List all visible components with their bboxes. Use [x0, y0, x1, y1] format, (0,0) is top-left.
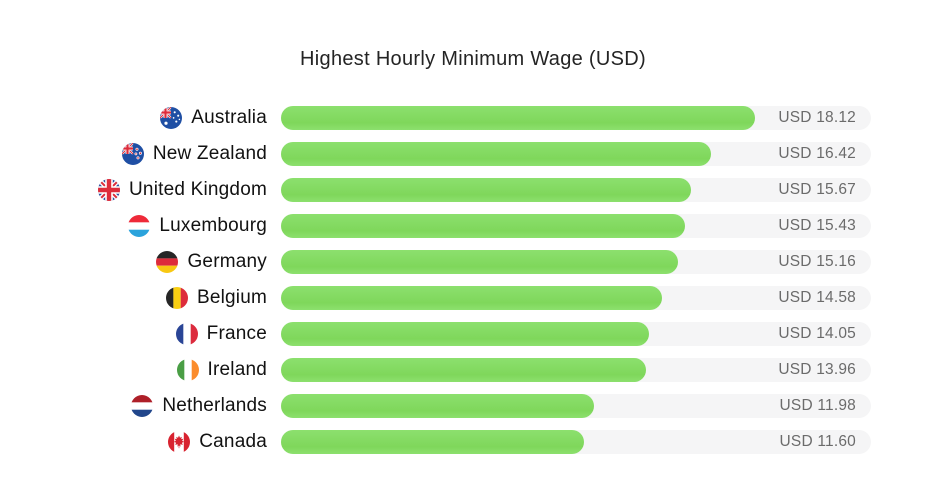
chart-row: France USD 14.05: [0, 322, 946, 346]
chart-row: Australia USD 18.12: [0, 106, 946, 130]
bar-track: USD 11.60: [281, 430, 871, 454]
wage-bar: [281, 430, 585, 454]
bar-value-label: USD 18.12: [778, 109, 856, 126]
bar-value-label: USD 15.43: [778, 217, 856, 234]
bar-track: USD 11.98: [281, 394, 871, 418]
row-label-cell: Luxembourg: [0, 214, 267, 238]
wage-bar: [281, 286, 663, 310]
chart-row: New Zealand USD 16.42: [0, 142, 946, 166]
bar-track: USD 15.16: [281, 250, 871, 274]
chart-row: Luxembourg USD 15.43: [0, 214, 946, 238]
country-label: Ireland: [207, 359, 267, 380]
bar-value-label: USD 13.96: [778, 361, 856, 378]
wage-bar: [281, 214, 685, 238]
bar-track: USD 14.58: [281, 286, 871, 310]
country-label: France: [206, 323, 267, 344]
chart-row: Ireland USD 13.96: [0, 358, 946, 382]
bar-value-label: USD 15.67: [778, 181, 856, 198]
flag-ireland-icon: [176, 359, 199, 381]
bar-value-label: USD 15.16: [778, 253, 856, 270]
country-label: New Zealand: [152, 143, 267, 164]
row-label-cell: Ireland: [0, 358, 267, 382]
row-label-cell: United Kingdom: [0, 178, 267, 202]
country-label: Canada: [199, 431, 267, 452]
country-label: Germany: [187, 251, 267, 272]
wage-bar: [281, 358, 647, 382]
flag-new-zealand-icon: [121, 143, 144, 165]
flag-united-kingdom-icon: [98, 179, 120, 201]
row-label-cell: New Zealand: [0, 142, 267, 166]
row-label-cell: Canada: [0, 430, 267, 454]
flag-france-icon: [175, 323, 198, 345]
chart-title: Highest Hourly Minimum Wage (USD): [300, 48, 646, 70]
bar-track: USD 15.67: [281, 178, 871, 202]
wage-bar: [281, 250, 678, 274]
row-label-cell: Netherlands: [0, 394, 267, 418]
flag-australia-icon: [160, 107, 183, 129]
bar-value-label: USD 11.60: [779, 433, 856, 450]
wage-bar: [281, 394, 595, 418]
country-label: United Kingdom: [129, 179, 267, 200]
chart-row: Netherlands USD 11.98: [0, 394, 946, 418]
flag-germany-icon: [156, 251, 179, 273]
bar-value-label: USD 14.05: [778, 325, 856, 342]
bar-track: USD 18.12: [281, 106, 871, 130]
bar-value-label: USD 11.98: [779, 397, 856, 414]
flag-netherlands-icon: [131, 395, 154, 417]
wage-bar: [281, 142, 711, 166]
chart-row: Belgium USD 14.58: [0, 286, 946, 310]
bar-value-label: USD 16.42: [778, 145, 856, 162]
country-label: Netherlands: [162, 395, 267, 416]
bar-track: USD 14.05: [281, 322, 871, 346]
chart-row: United Kingdom USD 15.67: [0, 178, 946, 202]
country-label: Belgium: [196, 287, 267, 308]
wage-bar: [281, 106, 756, 130]
flag-belgium-icon: [165, 287, 188, 309]
bar-track: USD 15.43: [281, 214, 871, 238]
bar-rows: Australia USD 18.12 New Zealand USD 16.42 Un…: [0, 106, 946, 466]
country-label: Luxembourg: [159, 215, 267, 236]
row-label-cell: Germany: [0, 250, 267, 274]
bar-track: USD 16.42: [281, 142, 871, 166]
country-label: Australia: [191, 107, 267, 128]
chart-row: Germany USD 15.16: [0, 250, 946, 274]
row-label-cell: Belgium: [0, 286, 267, 310]
row-label-cell: Australia: [0, 106, 267, 130]
wage-bar: [281, 178, 691, 202]
wage-bar: [281, 322, 649, 346]
chart-row: Canada USD 11.60: [0, 430, 946, 454]
flag-luxembourg-icon: [128, 215, 151, 237]
bar-value-label: USD 14.58: [778, 289, 856, 306]
flag-canada-icon: [168, 431, 191, 453]
row-label-cell: France: [0, 322, 267, 346]
bar-track: USD 13.96: [281, 358, 871, 382]
